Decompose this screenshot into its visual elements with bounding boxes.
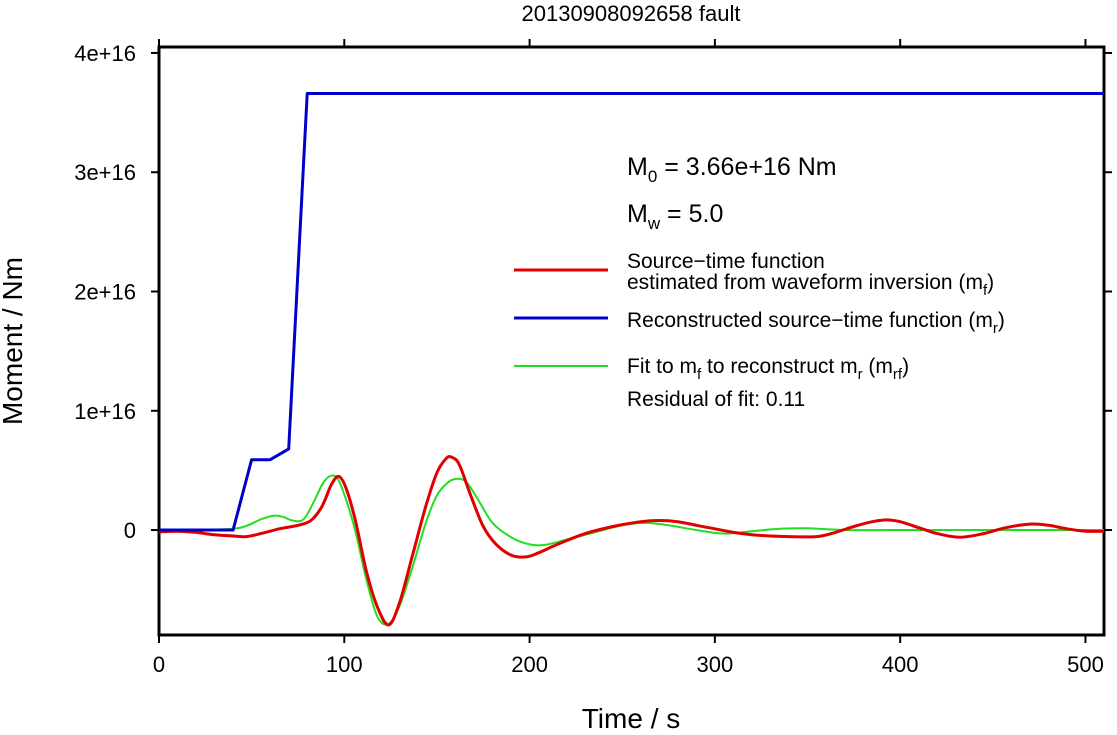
series-layer: [159, 92, 1104, 627]
m0-subscript: 0: [648, 167, 657, 186]
legend-text: ): [998, 309, 1005, 332]
legend-label-green: Fit to mf to reconstruct mr (mrf): [627, 355, 909, 383]
y-tick-label: 4e+16: [74, 41, 136, 66]
legend-text: Fit to m: [627, 355, 697, 378]
legend-label-blue: Reconstructed source−time function (mr): [627, 309, 1005, 337]
moment-magnitude-annotation: Mw = 5.0: [627, 200, 723, 233]
series-line-blue: [159, 92, 1104, 532]
legend-text: Reconstructed source−time function (m: [627, 309, 993, 332]
residual-annotation: Residual of fit: 0.11: [627, 388, 805, 411]
x-tick-label: 500: [1067, 652, 1104, 677]
mw-subscript: w: [647, 214, 661, 233]
series-line-green: [159, 474, 1104, 626]
y-tick-label: 3e+16: [74, 160, 136, 185]
x-tick-label: 300: [697, 652, 734, 677]
legend-subscript: f: [983, 282, 988, 299]
x-axis: 0 100 200 300 400 500: [153, 39, 1104, 677]
x-tick-label: 400: [882, 652, 919, 677]
plot-frame: [157, 45, 1106, 637]
legend-text: ): [987, 271, 994, 294]
legend-text: ): [902, 355, 909, 378]
x-tick-label: 100: [326, 652, 363, 677]
m0-symbol: M: [627, 153, 648, 181]
y-tick-label: 1e+16: [74, 399, 136, 424]
legend-label-red-line1: Source−time function: [627, 250, 825, 273]
series-line-red: [159, 455, 1104, 627]
legend: Source−time function estimated from wave…: [514, 250, 1005, 411]
x-tick-label: 200: [511, 652, 548, 677]
chart-title: 20130908092658 fault: [522, 1, 741, 26]
legend-subscript: r: [993, 320, 998, 337]
legend-subscript: r: [858, 366, 863, 383]
x-tick-label: 0: [153, 652, 165, 677]
legend-text: estimated from waveform inversion (m: [627, 271, 983, 294]
mw-symbol: M: [627, 200, 648, 228]
legend-subscript: rf: [893, 366, 903, 383]
y-axis: 0 1e+16 2e+16 3e+16 4e+16: [74, 41, 1112, 543]
y-tick-label: 0: [124, 518, 136, 543]
seismic-moment-annotation: M0 = 3.66e+16 Nm: [627, 153, 837, 186]
x-axis-title: Time / s: [582, 703, 681, 734]
mw-value: = 5.0: [660, 200, 723, 228]
y-tick-label: 2e+16: [74, 280, 136, 305]
legend-label-red-line2: estimated from waveform inversion (mf): [627, 271, 994, 299]
y-axis-title: Moment / Nm: [0, 257, 28, 425]
m0-value: = 3.66e+16 Nm: [657, 153, 836, 181]
legend-subscript: f: [697, 366, 702, 383]
legend-text: to reconstruct m: [701, 355, 857, 378]
legend-text: (m: [863, 355, 893, 378]
